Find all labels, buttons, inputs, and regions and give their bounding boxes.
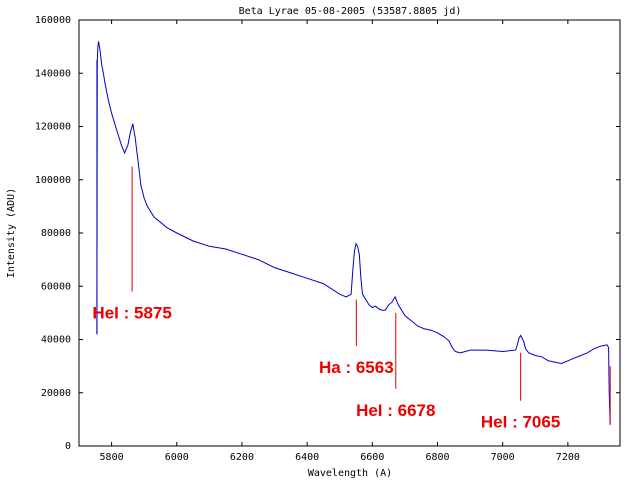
- x-tick-label: 6800: [425, 452, 449, 463]
- chart-title: Beta Lyrae 05-08-2005 (53587.8805 jd): [239, 6, 462, 17]
- x-tick-label: 6000: [165, 452, 189, 463]
- x-tick-label: 7000: [491, 452, 515, 463]
- line-label: HeI : 7065: [481, 413, 560, 432]
- y-tick-label: 60000: [41, 281, 71, 292]
- y-axis-label: Intensity (ADU): [6, 188, 17, 278]
- y-tick-label: 120000: [35, 122, 71, 133]
- x-tick-label: 7200: [556, 452, 580, 463]
- x-axis-label: Wavelength (A): [308, 468, 392, 479]
- x-tick-label: 6200: [230, 452, 254, 463]
- y-tick-label: 100000: [35, 175, 71, 186]
- y-tick-label: 80000: [41, 228, 71, 239]
- x-tick-label: 6600: [360, 452, 384, 463]
- plot-area-frame: [78, 19, 621, 447]
- line-label: HeI : 5875: [92, 304, 171, 323]
- x-tick-label: 6400: [295, 452, 319, 463]
- y-tick-label: 20000: [41, 388, 71, 399]
- y-tick-label: 160000: [35, 15, 71, 26]
- y-tick-label: 40000: [41, 335, 71, 346]
- x-tick-label: 5800: [100, 452, 124, 463]
- line-label: HeI : 6678: [356, 401, 435, 420]
- spectrum-line: [96, 41, 611, 425]
- y-tick-label: 0: [65, 441, 71, 452]
- y-tick-label: 140000: [35, 68, 71, 79]
- line-label: Ha : 6563: [319, 358, 394, 377]
